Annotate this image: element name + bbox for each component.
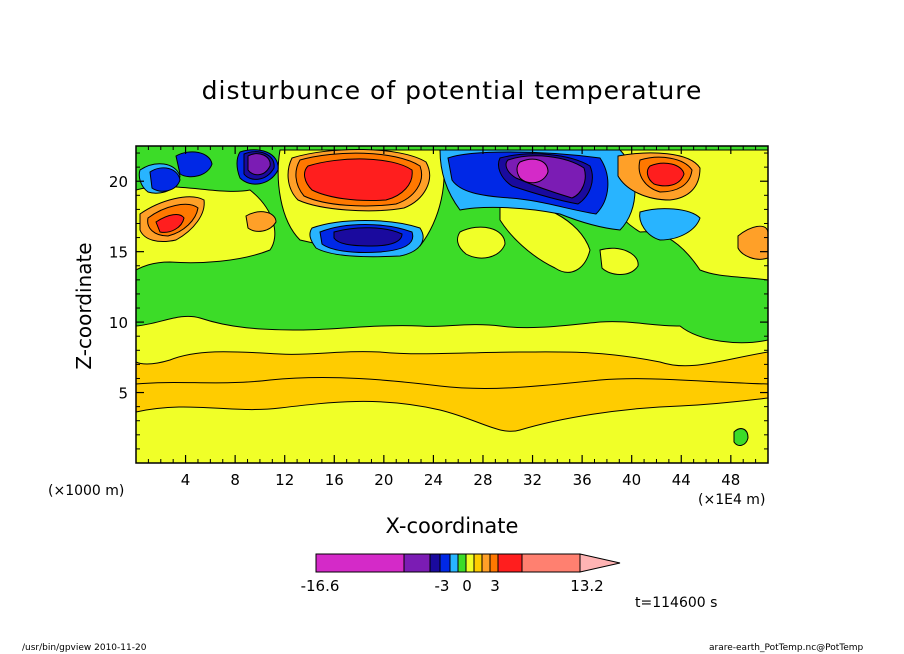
colorbar: -16.6 -3 0 3 13.2: [301, 553, 621, 595]
x-unit-label-left: (×1000 m): [48, 483, 125, 499]
time-annotation: t=114600 s: [635, 595, 718, 611]
x-tick-label: 48: [721, 471, 740, 489]
y-ticks: 5 10 15 20: [109, 152, 768, 450]
plot-frame: [135, 145, 769, 464]
colorbar-extend-arrow: [579, 553, 621, 573]
cyan-region-3: [639, 208, 701, 241]
footer-source: arare-earth_PotTemp.nc@PotTemp: [709, 643, 864, 653]
colorbar-tick-label: -16.6: [301, 577, 340, 595]
colorbar-swatch: [489, 553, 499, 573]
colorbar-swatch: [521, 553, 581, 573]
x-axis-label: X-coordinate: [385, 514, 519, 538]
blue-region-3: [149, 167, 181, 192]
colorbar-swatch: [473, 553, 483, 573]
orange-band: [136, 351, 768, 432]
colorbar-swatch: [497, 553, 523, 573]
colorbar-swatch: [465, 553, 475, 573]
colorbar-swatch: [439, 553, 451, 573]
colorbar-swatch: [457, 553, 467, 573]
orange-region-5: [245, 211, 277, 232]
x-tick-label: 12: [275, 471, 294, 489]
orange-region-4: [737, 225, 768, 260]
colorbar-tick-label: -3: [435, 577, 450, 595]
chart-title: disturbunce of potential temperature: [201, 76, 703, 105]
navy-region-1: [333, 227, 403, 247]
x-tick-label: 20: [374, 471, 393, 489]
x-unit-label-right: (×1E4 m): [698, 492, 766, 508]
footer-command: /usr/bin/gpview 2010-11-20: [22, 643, 147, 653]
magenta-region: [516, 158, 549, 184]
purple-region-2: [247, 153, 271, 176]
yellow-blob-6: [599, 247, 639, 275]
y-tick-label: 10: [109, 314, 128, 332]
yellow-blob-5: [457, 226, 506, 259]
x-tick-label: 24: [424, 471, 443, 489]
x-ticks: 4 8 12 16 20 24 28 32 36 40 44 48: [147, 146, 757, 489]
y-tick-label: 5: [118, 385, 128, 403]
y-tick-label: 20: [109, 173, 128, 191]
y-tick-label: 15: [109, 244, 128, 262]
colorbar-tick-label: 0: [462, 577, 472, 595]
red-region-2: [646, 162, 685, 187]
red-region-3: [155, 214, 185, 233]
green-blob-small: [733, 428, 749, 446]
x-tick-label: 28: [473, 471, 492, 489]
colorbar-swatch: [449, 553, 459, 573]
x-tick-label: 44: [672, 471, 691, 489]
colorbar-tick-label: 13.2: [570, 577, 603, 595]
x-tick-label: 4: [181, 471, 191, 489]
heatmap-field: [136, 146, 768, 463]
red-region-1: [304, 158, 413, 201]
blue-region-4: [175, 151, 213, 178]
colorbar-swatch: [315, 553, 405, 573]
colorbar-swatch: [481, 553, 491, 573]
x-tick-label: 40: [622, 471, 641, 489]
x-tick-label: 32: [523, 471, 542, 489]
x-tick-label: 16: [325, 471, 344, 489]
x-tick-label: 36: [573, 471, 592, 489]
x-tick-label: 8: [230, 471, 240, 489]
colorbar-tick-label: 3: [490, 577, 500, 595]
colorbar-swatch: [429, 553, 441, 573]
colorbar-swatch: [403, 553, 431, 573]
mid-contour-1: [136, 377, 768, 389]
